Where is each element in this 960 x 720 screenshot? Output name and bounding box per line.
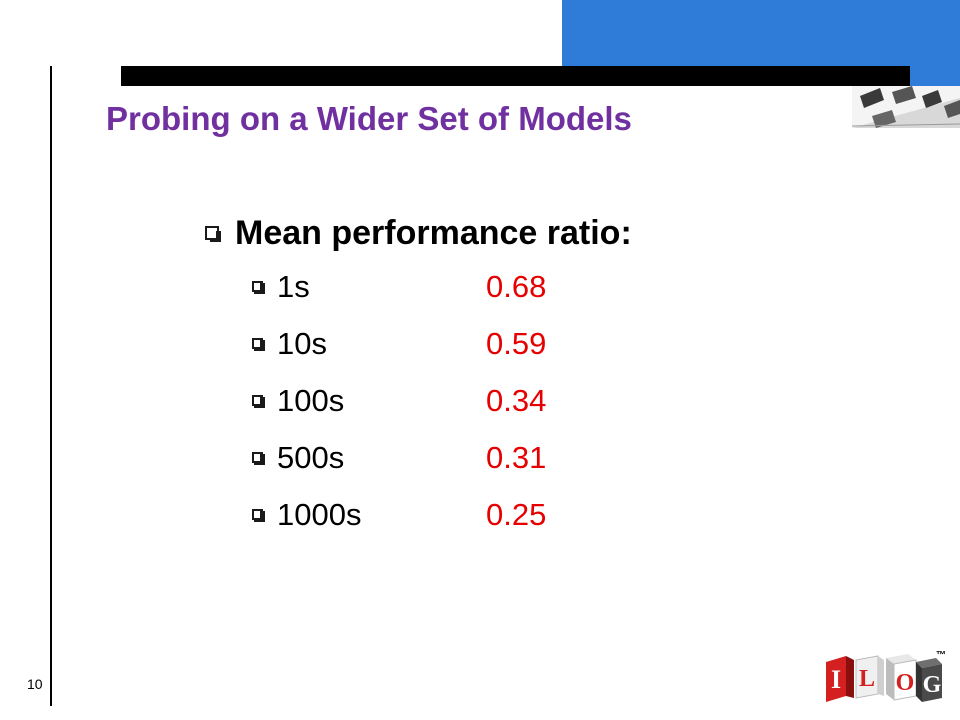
time-label: 10s	[277, 325, 327, 361]
page-number: 10	[27, 676, 43, 692]
hollow-square-bullet-icon	[252, 395, 265, 408]
header-black-bar	[121, 66, 910, 86]
ratio-value: 0.34	[486, 382, 547, 418]
time-label: 500s	[277, 439, 345, 475]
list-item: 1s 0.68	[252, 258, 546, 315]
list-item: 500s 0.31	[252, 429, 546, 486]
ratio-value: 0.25	[486, 496, 547, 532]
time-label: 1s	[277, 268, 310, 304]
ratio-value: 0.59	[486, 325, 547, 361]
logo-letter-g: G	[916, 658, 942, 702]
logo-letter: L	[859, 666, 875, 692]
hollow-square-bullet-icon	[252, 281, 265, 294]
ratio-value: 0.31	[486, 439, 547, 475]
logo-letter: I	[831, 665, 841, 694]
performance-ratio-list: 1s 0.68 10s 0.59 100s 0.34 500s 0.31 100…	[252, 258, 546, 543]
list-item: 100s 0.34	[252, 372, 546, 429]
list-item: 10s 0.59	[252, 315, 546, 372]
hollow-square-bullet-icon	[252, 509, 265, 522]
main-bullet-text: Mean performance ratio:	[235, 213, 632, 252]
hollow-square-bullet-icon	[252, 338, 265, 351]
trademark-symbol: ™	[936, 650, 946, 661]
hollow-square-bullet-icon	[205, 226, 221, 242]
list-item: 1000s 0.25	[252, 486, 546, 543]
logo-letter: O	[896, 670, 915, 696]
ilog-logo: I L O G ™	[824, 648, 950, 704]
time-label: 100s	[277, 382, 345, 418]
logo-letter: G	[923, 672, 942, 698]
time-label: 1000s	[277, 496, 362, 532]
building-photo-decoration	[852, 86, 960, 128]
main-bullet: Mean performance ratio:	[205, 208, 632, 258]
logo-letter-o: O	[886, 654, 917, 701]
logo-letter-i: I	[826, 656, 854, 702]
left-vertical-rule	[50, 66, 52, 706]
logo-letter-l: L	[855, 655, 884, 699]
ratio-value: 0.68	[486, 268, 547, 304]
hollow-square-bullet-icon	[252, 452, 265, 465]
slide-title: Probing on a Wider Set of Models	[106, 100, 632, 137]
